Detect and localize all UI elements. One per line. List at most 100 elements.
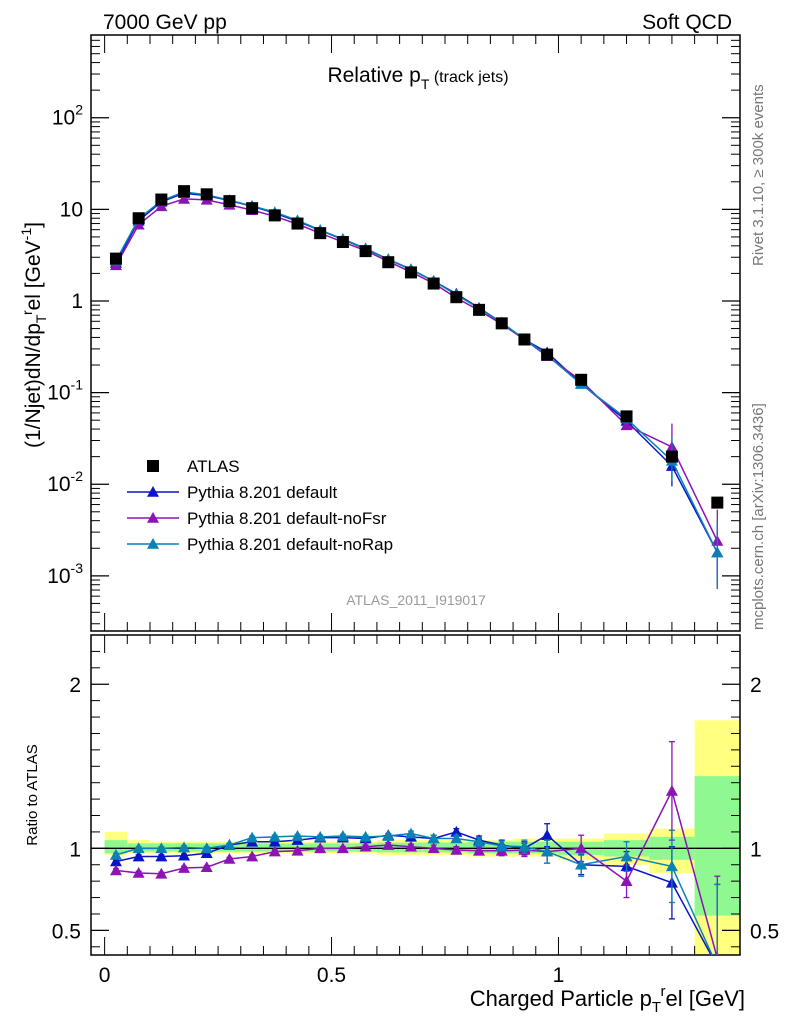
legend-label: Pythia 8.201 default-noRap — [187, 535, 393, 554]
data-point — [711, 496, 724, 509]
mcplots-label: mcplots.cern.ch [arXiv:1306.3436] — [750, 403, 767, 630]
ratio-point — [450, 825, 463, 837]
legend-swatch-atlas — [147, 460, 159, 472]
ratio-point — [473, 835, 486, 847]
data-point — [382, 256, 395, 269]
ratio-point — [178, 841, 191, 853]
data-point — [200, 188, 213, 201]
ratio-point — [518, 840, 531, 852]
data-point — [132, 212, 145, 225]
y-tick-label: 1 — [71, 290, 83, 313]
legend-label: ATLAS — [187, 457, 240, 476]
header-right: Soft QCD — [642, 11, 732, 34]
main-series — [109, 185, 724, 589]
x-tick-label: 0 — [99, 964, 111, 987]
ratio-point — [155, 867, 168, 879]
ratio-point — [359, 840, 372, 852]
ratio-point — [404, 827, 417, 839]
plot-title: Relative pT (track jets) — [327, 64, 508, 92]
ratio-point — [620, 850, 633, 862]
ratio-point — [665, 860, 678, 872]
ratio-ylabel: Ratio to ATLAS — [24, 744, 41, 845]
data-point — [268, 209, 281, 222]
mc-point — [178, 192, 191, 204]
data-point — [155, 193, 168, 206]
ratio-point — [268, 830, 281, 842]
data-point — [178, 185, 191, 198]
ratio-point — [359, 830, 372, 842]
y-tick-label: 10 — [60, 198, 83, 221]
ratio-point — [314, 830, 327, 842]
svg-text:(1/Njet)dN/dpTrel [GeV-1]: (1/Njet)dN/dpTrel [GeV-1] — [18, 222, 49, 448]
ratio-point — [427, 832, 440, 844]
ratio-point — [541, 845, 554, 857]
ratio-point — [246, 831, 259, 843]
main-ylabel: (1/Njet)dN/dpTrel [GeV-1] — [18, 222, 49, 448]
data-point — [246, 202, 259, 215]
ratio-point — [450, 843, 463, 855]
y-tick-label: 10-1 — [47, 377, 83, 405]
ratio-point — [291, 830, 304, 841]
header-left: 7000 GeV pp — [103, 11, 227, 34]
analysis-label: ATLAS_2011_I919017 — [346, 592, 486, 608]
data-point — [541, 348, 554, 361]
ratio-point — [178, 849, 191, 861]
x-axis-label: Charged Particle pTrel [GeV] — [470, 983, 745, 1016]
ratio-point — [575, 842, 588, 854]
y-tick-label: 10-3 — [47, 560, 83, 588]
data-point — [620, 410, 633, 423]
ratio-line-2 — [115, 832, 713, 955]
data-point — [665, 450, 678, 463]
ratio-point — [427, 842, 440, 854]
ratio-point — [268, 845, 281, 857]
legend-swatch-marker — [147, 486, 159, 497]
ratio-point — [155, 842, 168, 854]
mc-point — [155, 200, 168, 212]
main-ticks: 10-3 10-2 10-1 1 10 102 — [47, 34, 741, 631]
ratio-point — [450, 832, 463, 844]
ratio-point — [620, 875, 633, 886]
ratio-point — [223, 853, 236, 864]
ratio-point — [178, 862, 191, 873]
ratio-point — [132, 866, 145, 878]
ratio-band-green — [104, 840, 128, 854]
data-point — [291, 217, 304, 230]
x-tick-label: 1 — [553, 964, 565, 987]
data-point — [359, 245, 372, 258]
x-tick-label: 0.5 — [317, 964, 346, 987]
ratio-point — [132, 842, 145, 854]
data-point — [575, 373, 588, 386]
ratio-point — [711, 960, 723, 971]
ratio-point — [495, 839, 508, 851]
ratio-point — [155, 850, 168, 862]
ratio-y-tick-label: 2 — [69, 674, 81, 697]
ratio-point — [109, 864, 122, 876]
data-point — [109, 252, 122, 265]
legend-label: Pythia 8.201 default — [187, 483, 338, 502]
ratio-point — [575, 858, 588, 870]
legend-label: Pythia 8.201 default-noFsr — [187, 509, 387, 528]
ratio-frame — [90, 634, 741, 956]
ratio-y-tick-label: 1 — [69, 838, 81, 861]
y-tick-label: 10-2 — [47, 468, 83, 496]
mc-point — [620, 419, 633, 431]
ratio-band-green — [240, 843, 264, 852]
legend-swatch-marker — [147, 538, 159, 549]
data-point — [404, 266, 417, 279]
data-point — [223, 195, 236, 208]
ratio-point — [336, 830, 349, 841]
ratio-y-tick-label-right: 2 — [750, 674, 762, 697]
ratio-point — [246, 850, 259, 862]
rivet-label: Rivet 3.1.10, ≥ 300k events — [750, 84, 767, 266]
legend-swatch-marker — [147, 512, 159, 523]
ratio-y-tick-label-right: 1 — [750, 838, 762, 861]
ratio-point — [473, 844, 486, 856]
ratio-point — [711, 960, 723, 971]
data-point — [473, 303, 486, 316]
ratio-y-tick-label: 0.5 — [52, 920, 81, 943]
ratio-line-1 — [115, 788, 718, 955]
legend: ATLAS Pythia 8.201 default Pythia 8.201 de… — [127, 457, 393, 554]
data-point — [450, 291, 463, 304]
ratio-point — [109, 848, 122, 860]
